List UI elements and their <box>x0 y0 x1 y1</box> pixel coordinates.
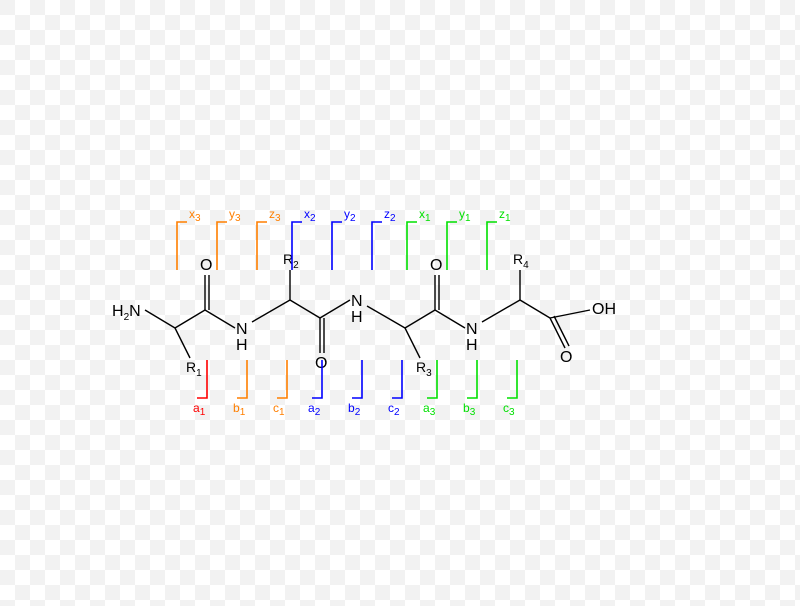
amide-n-2: N <box>351 293 363 310</box>
carbonyl-o-1: O <box>200 257 212 274</box>
amide-h-3: H <box>466 337 478 354</box>
peptide-fragmentation-diagram: H2N <box>0 0 800 606</box>
amide-n-1: N <box>236 321 248 338</box>
hydroxyl-oh: OH <box>592 301 616 318</box>
amide-n-3: N <box>466 321 478 338</box>
carbonyl-o-3: O <box>430 257 442 274</box>
amide-h-2: H <box>351 309 363 326</box>
carbonyl-o-4: O <box>560 349 572 366</box>
amide-h-1: H <box>236 337 248 354</box>
